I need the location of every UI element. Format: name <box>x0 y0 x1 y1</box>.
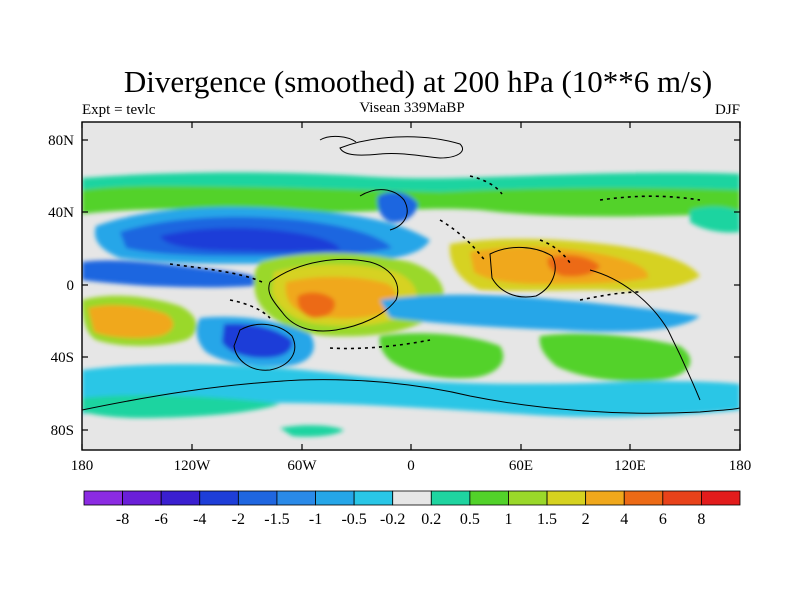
period-label: Visean 339MaBP <box>359 100 464 116</box>
colorbar-box <box>508 490 548 506</box>
colorbar-label: 1 <box>504 511 512 528</box>
colorbar-label: 2 <box>582 511 590 528</box>
lon-tick-labels: 180 120W 60W 0 60E 120E 180 <box>71 458 752 474</box>
colorbar-label: 6 <box>659 511 667 528</box>
colorbar-box <box>160 490 201 506</box>
lat-tick-40n: 40N <box>48 205 74 221</box>
contour-north-band-cyan <box>82 172 740 192</box>
contour-northeast-positive <box>690 206 740 233</box>
lon-tick-60e: 60E <box>509 458 533 474</box>
coastline-eastern-continent <box>489 246 556 298</box>
colorbar-box <box>623 490 664 506</box>
colorbar: -8 -6 -4 -2 -1.5 -1 -0.5 -0.2 0.2 0.5 1 1.5 2 4 6 8 <box>83 490 741 528</box>
lon-axis <box>81 122 741 450</box>
lon-tick-180-west: 180 <box>71 458 94 474</box>
lon-tick-180-east: 180 <box>729 458 752 474</box>
colorbar-label: -4 <box>193 511 206 528</box>
colorbar-box <box>585 490 625 506</box>
colorbar-box <box>237 490 278 506</box>
lat-tick-80s: 80S <box>51 423 74 439</box>
contour-east-max <box>547 255 600 277</box>
colorbar-label: -8 <box>116 511 129 528</box>
contour-equatorial-negative-west <box>82 260 270 288</box>
colorbar-box <box>469 490 509 506</box>
lat-tick-80n: 80N <box>48 133 74 149</box>
coastline-dashes <box>169 175 701 350</box>
colorbar-label: -1.5 <box>264 511 289 528</box>
contour-central-max <box>297 292 335 318</box>
contour-north-negative-core <box>160 227 340 252</box>
lat-tick-labels: 80N 40N 0 40S 80S <box>48 133 74 439</box>
coastline-northern-shelf <box>319 135 357 143</box>
colorbar-label: -2 <box>232 511 245 528</box>
coastline-central-continent <box>268 258 399 332</box>
lon-tick-120e: 120E <box>614 458 646 474</box>
colorbar-box <box>392 490 432 506</box>
colorbar-label: -1 <box>309 511 322 528</box>
colorbar-label: -0.2 <box>380 511 405 528</box>
colorbar-box <box>662 490 702 506</box>
coastline-gondwana-west <box>233 323 296 371</box>
colorbar-box <box>546 490 587 506</box>
contour-south-negative-band <box>82 364 740 417</box>
lon-tick-0: 0 <box>407 458 415 474</box>
lat-tick-0: 0 <box>67 278 75 294</box>
colorbar-label: 0.5 <box>460 511 480 528</box>
colorbar-box <box>122 490 162 506</box>
contour-equatorial-negative-south <box>380 294 700 332</box>
lat-axis <box>82 139 740 431</box>
coastline-eastern-arc <box>589 269 701 401</box>
colorbar-label: 8 <box>697 511 705 528</box>
lat-tick-40s: 40S <box>51 350 74 366</box>
lon-tick-60w: 60W <box>287 458 317 474</box>
divergence-contours <box>82 172 740 437</box>
colorbar-box <box>315 490 355 506</box>
contour-north-blob-east <box>377 191 418 223</box>
season-label: DJF <box>715 102 740 118</box>
coastline-north-arc <box>359 189 408 231</box>
colorbar-label: 4 <box>620 511 628 528</box>
colorbar-label: -6 <box>155 511 168 528</box>
coastlines <box>82 135 740 414</box>
colorbar-box <box>276 490 316 506</box>
map-title: Divergence (smoothed) at 200 hPa (10**6 … <box>124 64 712 99</box>
colorbar-label: -0.5 <box>341 511 366 528</box>
colorbar-box <box>430 490 471 506</box>
colorbar-box <box>701 490 741 506</box>
colorbar-box <box>199 490 239 506</box>
coastline-southern-arc <box>82 379 740 414</box>
experiment-label: Expt = tevlc <box>82 102 156 118</box>
colorbar-label: 1.5 <box>537 511 557 528</box>
colorbar-label: 0.2 <box>421 511 441 528</box>
contour-south-positive-b <box>539 333 691 382</box>
map-panel <box>81 121 741 451</box>
colorbar-box <box>353 490 394 506</box>
lon-tick-120w: 120W <box>174 458 212 474</box>
contour-southwest-positive-core <box>88 305 174 339</box>
coastline-northern-landmass <box>339 136 463 159</box>
colorbar-box <box>83 490 123 506</box>
contour-polar-positive <box>280 425 344 437</box>
contour-south-positive-a <box>379 333 504 379</box>
